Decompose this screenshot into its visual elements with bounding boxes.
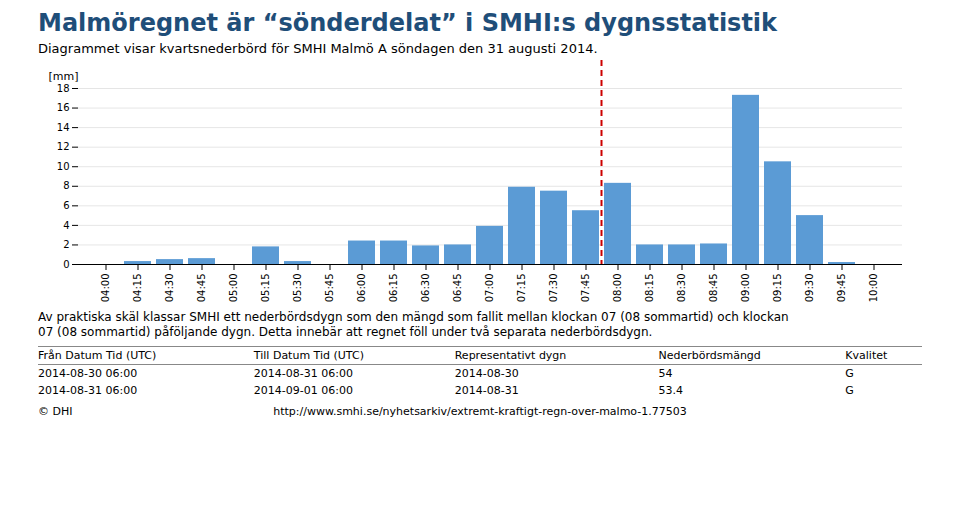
svg-text:12: 12 — [57, 141, 70, 152]
svg-text:09:45: 09:45 — [836, 274, 847, 303]
svg-text:4: 4 — [63, 220, 69, 231]
svg-text:18: 18 — [57, 83, 70, 94]
html-text:© DHI: © DHI — [38, 405, 73, 418]
svg-text:06:00: 06:00 — [356, 274, 367, 303]
html-text:Malmöregnet är “sönderdelat” i: Malmöregnet är “sönderdelat” i SMHI:s dy… — [38, 9, 778, 37]
svg-text:09:00: 09:00 — [740, 274, 751, 303]
svg-text:06:30: 06:30 — [420, 274, 431, 303]
html-text:2014-09-01 06:00: 2014-09-01 06:00 — [253, 384, 353, 397]
svg-text:06:45: 06:45 — [452, 274, 463, 303]
svg-text:08:00: 08:00 — [612, 274, 623, 303]
html-text:G: G — [845, 384, 854, 397]
html-text:http://www.smhi.se/nyhetsarkiv: http://www.smhi.se/nyhetsarkiv/extremt-k… — [273, 405, 687, 418]
svg-text:08:45: 08:45 — [708, 274, 719, 303]
html-text:2014-08-30 06:00: 2014-08-30 06:00 — [38, 367, 138, 380]
svg-text:08:15: 08:15 — [644, 274, 655, 303]
svg-text:[mm]: [mm] — [49, 70, 79, 83]
html-text:Diagrammet visar kvartsnederbö: Diagrammet visar kvartsnederbörd för SMH… — [38, 41, 598, 56]
svg-text:04:00: 04:00 — [100, 274, 111, 303]
html-text:Kvalitet: Kvalitet — [845, 349, 888, 362]
html-text:07 (08 sommartid) påföljande d: 07 (08 sommartid) påföljande dygn. Detta… — [38, 325, 653, 339]
svg-text:10: 10 — [57, 161, 70, 172]
svg-text:04:15: 04:15 — [132, 274, 143, 303]
svg-text:10:00: 10:00 — [868, 274, 879, 303]
svg-text:14: 14 — [57, 122, 70, 133]
svg-text:09:15: 09:15 — [772, 274, 783, 303]
svg-text:09:30: 09:30 — [804, 274, 815, 303]
svg-text:06:15: 06:15 — [388, 274, 399, 303]
html-text:Från Datum Tid (UTC): Från Datum Tid (UTC) — [38, 349, 157, 362]
svg-text:07:00: 07:00 — [484, 274, 495, 303]
html-text:2014-08-31 06:00: 2014-08-31 06:00 — [38, 384, 138, 397]
svg-text:05:15: 05:15 — [260, 274, 271, 303]
svg-text:05:30: 05:30 — [292, 274, 303, 303]
svg-text:07:15: 07:15 — [516, 274, 527, 303]
svg-text:6: 6 — [63, 200, 69, 211]
html-text:Av praktiska skäl klassar SMHI: Av praktiska skäl klassar SMHI ett neder… — [38, 310, 789, 324]
svg-text:05:45: 05:45 — [324, 274, 335, 303]
svg-text:04:45: 04:45 — [196, 274, 207, 303]
html-text:Nederbördsmängd: Nederbördsmängd — [658, 349, 761, 362]
svg-text:08:30: 08:30 — [676, 274, 687, 303]
html-text:53.4: 53.4 — [658, 384, 683, 397]
html-text:2014-08-31 06:00: 2014-08-31 06:00 — [253, 367, 353, 380]
svg-text:05:00: 05:00 — [228, 274, 239, 303]
html-text:Till Datum Tid (UTC): Till Datum Tid (UTC) — [253, 349, 364, 362]
svg-text:8: 8 — [63, 180, 69, 191]
svg-text:0: 0 — [63, 259, 69, 270]
svg-text:2: 2 — [63, 239, 69, 250]
html-text:G: G — [845, 367, 854, 380]
html-text:2014-08-30: 2014-08-30 — [454, 367, 519, 380]
html-text:2014-08-31: 2014-08-31 — [454, 384, 519, 397]
svg-text:07:30: 07:30 — [548, 274, 559, 303]
svg-text:07:45: 07:45 — [580, 274, 591, 303]
html-text:Representativt dygn: Representativt dygn — [454, 349, 567, 362]
html-text:54: 54 — [658, 367, 673, 380]
svg-text:16: 16 — [57, 102, 70, 113]
svg-text:04:30: 04:30 — [164, 274, 175, 303]
